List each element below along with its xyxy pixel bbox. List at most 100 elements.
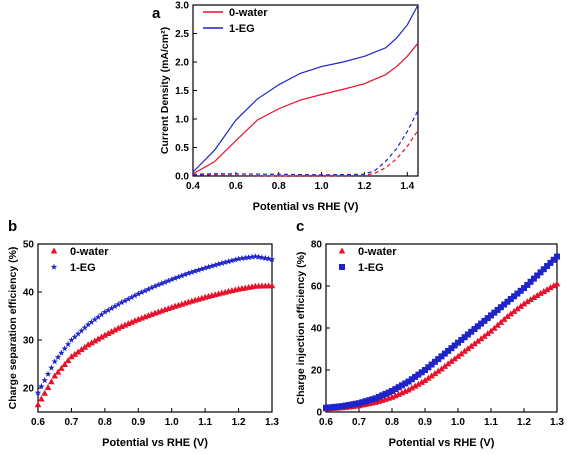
data-point	[349, 401, 356, 408]
data-point	[268, 282, 276, 289]
data-point	[64, 357, 72, 364]
data-point	[108, 328, 115, 335]
data-point	[514, 290, 521, 297]
data-point	[41, 376, 48, 384]
y-axis-label: Current Density (mA/cm²)	[159, 27, 171, 154]
data-point	[385, 389, 392, 396]
y-tick-label: 40	[311, 324, 323, 335]
data-point	[111, 326, 119, 333]
data-point	[547, 259, 554, 266]
data-point	[491, 324, 498, 331]
legend-label: 1-EG	[70, 262, 96, 274]
y-tick-label: 80	[311, 240, 323, 251]
data-point	[517, 302, 524, 309]
data-point	[74, 348, 82, 355]
data-point	[68, 336, 75, 343]
data-point	[402, 380, 409, 387]
data-point	[540, 266, 547, 273]
series-line-0	[192, 42, 419, 175]
data-point	[372, 395, 379, 402]
y-tick-label: 40	[23, 288, 35, 299]
series-line-3	[192, 110, 419, 176]
data-point	[84, 341, 92, 348]
data-point	[405, 386, 412, 393]
data-point	[395, 384, 402, 391]
data-point	[44, 384, 52, 391]
series-line-1	[192, 4, 419, 173]
data-point	[474, 337, 482, 344]
data-point	[74, 330, 82, 337]
data-point	[329, 404, 336, 411]
data-point	[458, 350, 465, 357]
data-point	[44, 370, 52, 377]
legend-label: 0-water	[358, 246, 397, 258]
data-point	[98, 333, 105, 340]
data-point	[428, 361, 435, 368]
data-point	[365, 397, 372, 404]
data-point	[461, 347, 468, 354]
data-point	[507, 296, 514, 303]
data-point	[252, 253, 259, 260]
data-point	[128, 293, 135, 301]
data-point	[471, 326, 478, 333]
data-point	[218, 259, 226, 266]
data-point	[205, 263, 212, 270]
data-point	[359, 399, 366, 406]
data-point	[58, 349, 65, 356]
data-point	[554, 253, 560, 260]
y-tick-label: 0.5	[175, 143, 189, 154]
plot-frame	[37, 243, 273, 413]
data-point	[48, 364, 55, 371]
legend-swatch	[338, 247, 346, 254]
legend-swatch	[50, 247, 58, 254]
y-tick-label: 1.0	[175, 115, 189, 126]
data-point	[478, 320, 485, 327]
data-point	[418, 378, 425, 385]
data-point	[441, 350, 448, 357]
y-tick-label: 0.0	[175, 172, 189, 183]
data-point	[530, 275, 537, 282]
data-point	[497, 318, 505, 325]
y-tick-label: 20	[23, 384, 35, 395]
data-point	[428, 372, 435, 379]
data-point	[405, 378, 412, 385]
data-point	[101, 331, 109, 338]
data-point	[211, 261, 219, 268]
x-tick-label: 1.2	[357, 181, 371, 192]
data-point	[221, 258, 229, 266]
x-axis-label: Potential vs RHE (V)	[253, 201, 359, 213]
x-tick-label: 1.3	[265, 417, 279, 428]
data-point	[398, 382, 405, 389]
data-point	[165, 277, 172, 284]
data-point	[258, 254, 266, 261]
data-point	[225, 258, 232, 265]
x-tick-label: 0.9	[418, 417, 432, 428]
data-point	[94, 335, 102, 342]
data-point	[421, 377, 429, 383]
data-point	[352, 400, 359, 407]
data-point	[81, 324, 89, 331]
data-point	[356, 400, 362, 407]
data-point	[61, 345, 68, 352]
data-point	[148, 284, 155, 291]
data-point	[181, 271, 189, 278]
data-point	[514, 305, 521, 312]
x-tick-label: 1.0	[315, 181, 329, 192]
data-point	[392, 386, 399, 393]
data-point	[51, 372, 59, 379]
data-point	[444, 360, 452, 367]
data-point	[455, 339, 461, 346]
data-point	[48, 378, 55, 385]
data-point	[438, 353, 445, 360]
data-point	[104, 329, 112, 336]
data-point	[342, 402, 349, 409]
data-point	[534, 272, 541, 279]
x-tick-label: 0.9	[131, 417, 145, 428]
data-point	[64, 340, 72, 348]
panel-c: c 0.6 0.7 0.8 0.9 1.0 1.1 1.2 1.3 0 20 40 60 80 Potent…	[295, 218, 564, 449]
x-tick-label: 0.6	[229, 181, 243, 192]
data-point	[369, 396, 376, 403]
data-point	[326, 404, 333, 411]
data-point	[543, 286, 551, 293]
x-tick-label: 1.3	[550, 417, 564, 428]
